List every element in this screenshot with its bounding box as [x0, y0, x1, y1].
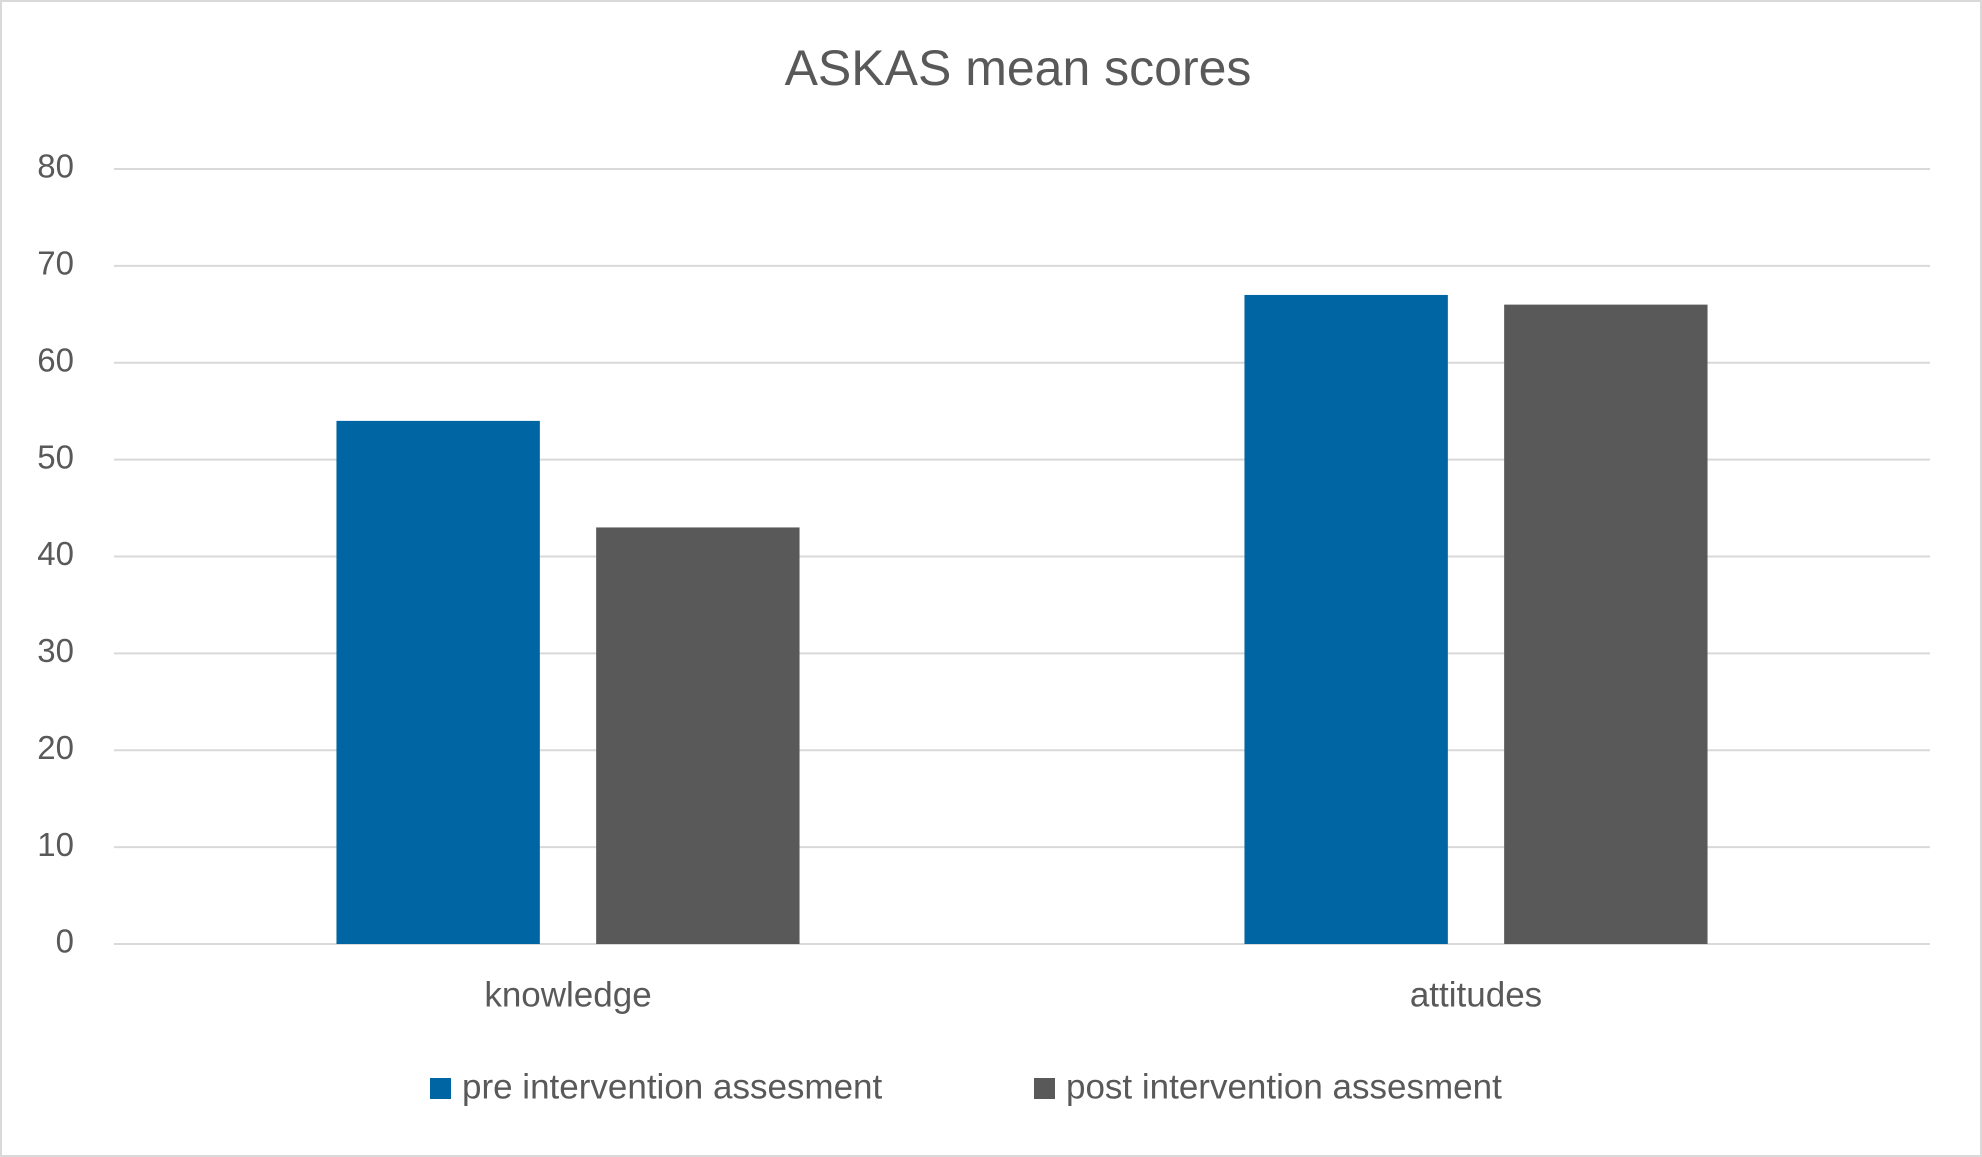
y-tick-label: 0 [56, 923, 74, 960]
x-tick-label: knowledge [484, 975, 651, 1014]
chart-title: ASKAS mean scores [785, 40, 1252, 96]
bar [596, 527, 800, 944]
legend-label: pre intervention assesment [462, 1067, 882, 1106]
bar [1504, 304, 1708, 944]
legend-swatch [1034, 1078, 1055, 1099]
x-tick-label: attitudes [1410, 975, 1542, 1014]
y-tick-label: 10 [37, 826, 74, 863]
y-tick-label: 30 [37, 632, 74, 669]
legend-swatch [430, 1078, 451, 1099]
y-tick-label: 40 [37, 535, 74, 572]
bar [336, 420, 540, 944]
y-tick-label: 20 [37, 729, 74, 766]
legend-label: post intervention assesment [1066, 1067, 1502, 1106]
y-tick-label: 60 [37, 341, 74, 378]
y-tick-label: 50 [37, 438, 74, 475]
bar [1244, 294, 1448, 944]
y-tick-label: 70 [37, 245, 74, 282]
y-tick-label: 80 [37, 148, 74, 185]
